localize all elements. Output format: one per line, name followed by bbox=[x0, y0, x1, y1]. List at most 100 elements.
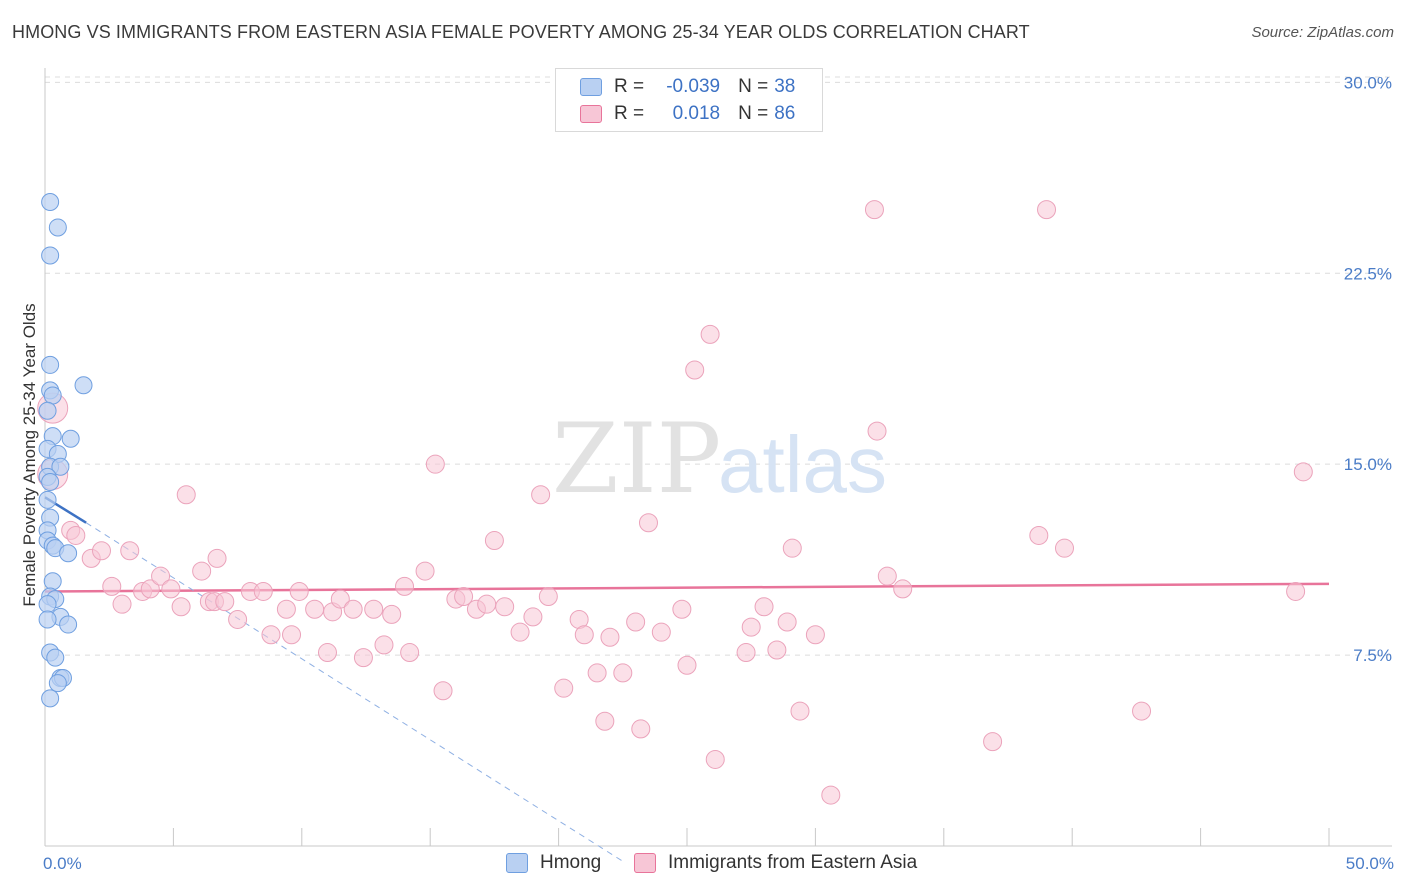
y-axis-label: Female Poverty Among 25-34 Year Olds bbox=[20, 303, 39, 606]
eastern-asia-point bbox=[741, 617, 761, 637]
eastern-asia-point bbox=[651, 622, 671, 642]
legend-item-eastern-asia[interactable]: Immigrants from Eastern Asia bbox=[634, 852, 917, 874]
legend-item-hmong[interactable]: Hmong bbox=[506, 852, 601, 874]
eastern-asia-point bbox=[192, 561, 212, 581]
legend-row-eastern-asia: R = 0.018 N = 86 bbox=[580, 102, 795, 126]
eastern-asia-point bbox=[289, 581, 309, 601]
eastern-asia-point bbox=[140, 579, 160, 599]
eastern-asia-point bbox=[538, 587, 558, 607]
eastern-asia-point bbox=[1132, 701, 1152, 721]
eastern-asia-point bbox=[672, 599, 692, 619]
hmong-point bbox=[41, 246, 60, 265]
hmong-point bbox=[41, 355, 60, 374]
eastern-asia-trend-line bbox=[44, 582, 1330, 593]
eastern-asia-point bbox=[893, 579, 913, 599]
eastern-asia-point bbox=[305, 599, 325, 619]
eastern-asia-point bbox=[700, 324, 720, 344]
eastern-asia-point bbox=[477, 594, 497, 614]
legend-swatch-hmong bbox=[506, 853, 528, 873]
eastern-asia-point bbox=[207, 548, 227, 568]
eastern-asia-point bbox=[120, 541, 140, 561]
y-tick-label: 7.5% bbox=[1353, 646, 1392, 665]
legend-n-label: N = bbox=[738, 103, 769, 124]
eastern-asia-point bbox=[171, 597, 191, 617]
hmong-point bbox=[38, 490, 57, 509]
hmong-point bbox=[38, 401, 57, 420]
eastern-asia-point bbox=[1054, 538, 1074, 558]
hmong-point bbox=[74, 376, 93, 395]
eastern-asia-point bbox=[867, 421, 887, 441]
eastern-asia-point bbox=[790, 701, 810, 721]
eastern-asia-point bbox=[215, 592, 235, 612]
eastern-asia-point bbox=[253, 581, 273, 601]
eastern-asia-point bbox=[754, 597, 774, 617]
legend-r-value: 0.018 bbox=[672, 103, 721, 124]
eastern-asia-point bbox=[523, 607, 543, 627]
watermark: ZIP atlas bbox=[552, 403, 887, 515]
eastern-asia-point bbox=[382, 604, 402, 624]
hmong-point bbox=[41, 473, 60, 491]
hmong-point bbox=[41, 689, 60, 708]
y-tick-labels: 7.5% 15.0% 22.5% 30.0% bbox=[1344, 73, 1392, 665]
hmong-point bbox=[43, 386, 62, 405]
eastern-asia-point bbox=[454, 587, 474, 607]
eastern-asia-point bbox=[705, 749, 725, 769]
hmong-point bbox=[38, 610, 57, 629]
eastern-asia-point bbox=[495, 597, 515, 617]
hmong-point bbox=[61, 429, 80, 448]
eastern-asia-point bbox=[276, 599, 296, 619]
eastern-asia-point bbox=[805, 625, 825, 645]
x-tick-labels: 0.0% 50.0% bbox=[43, 854, 1394, 873]
eastern-asia-point bbox=[554, 678, 574, 698]
series-legend: Hmong Immigrants from Eastern Asia bbox=[0, 852, 1406, 876]
legend-label-hmong: Hmong bbox=[540, 852, 602, 873]
eastern-asia-point bbox=[261, 625, 281, 645]
hmong-point bbox=[59, 544, 78, 563]
hmong-point bbox=[51, 457, 70, 476]
eastern-asia-point bbox=[983, 732, 1003, 752]
legend-r-label: R = bbox=[614, 103, 645, 124]
eastern-asia-point bbox=[600, 627, 620, 647]
eastern-asia-point bbox=[864, 200, 884, 220]
eastern-asia-point bbox=[353, 648, 373, 668]
y-tick-label: 15.0% bbox=[1344, 455, 1392, 474]
chart-title: HMONG VS IMMIGRANTS FROM EASTERN ASIA FE… bbox=[12, 22, 1030, 42]
trend-lines bbox=[44, 496, 1330, 862]
eastern-asia-point bbox=[777, 612, 797, 632]
eastern-asia-point bbox=[631, 719, 651, 739]
eastern-asia-point bbox=[484, 531, 504, 551]
eastern-asia-point bbox=[151, 566, 171, 586]
hmong-point bbox=[46, 648, 65, 667]
legend-swatch-eastern-asia bbox=[634, 853, 656, 873]
eastern-asia-point bbox=[1286, 581, 1306, 601]
eastern-asia-point bbox=[176, 485, 196, 505]
eastern-asia-point bbox=[685, 360, 705, 380]
x-tick-label-max: 50.0% bbox=[1346, 854, 1394, 873]
watermark-atlas: atlas bbox=[718, 420, 887, 509]
legend-swatch-eastern-asia bbox=[580, 105, 602, 123]
eastern-asia-point bbox=[531, 485, 551, 505]
eastern-asia-point bbox=[433, 681, 453, 701]
eastern-asia-point bbox=[161, 579, 181, 599]
hmong-point bbox=[41, 193, 60, 211]
eastern-asia-point bbox=[400, 643, 420, 663]
hmong-point bbox=[43, 572, 62, 591]
hmong-point bbox=[48, 218, 67, 237]
hmong-trend-extension bbox=[85, 522, 624, 862]
eastern-asia-point bbox=[91, 541, 111, 561]
legend-swatch-hmong bbox=[580, 78, 602, 96]
eastern-asia-point bbox=[736, 643, 756, 663]
eastern-asia-point bbox=[574, 625, 594, 645]
eastern-asia-point bbox=[613, 663, 633, 683]
y-tick-label: 22.5% bbox=[1344, 264, 1392, 283]
eastern-asia-point bbox=[587, 663, 607, 683]
x-tick-label-min: 0.0% bbox=[43, 854, 82, 873]
eastern-asia-point bbox=[102, 576, 122, 596]
eastern-asia-point bbox=[282, 625, 302, 645]
source-label: Source: ZipAtlas.com bbox=[1251, 24, 1394, 41]
eastern-asia-point bbox=[343, 599, 363, 619]
eastern-asia-point bbox=[395, 576, 415, 596]
eastern-asia-point bbox=[1037, 200, 1057, 220]
y-tick-label: 30.0% bbox=[1344, 73, 1392, 92]
